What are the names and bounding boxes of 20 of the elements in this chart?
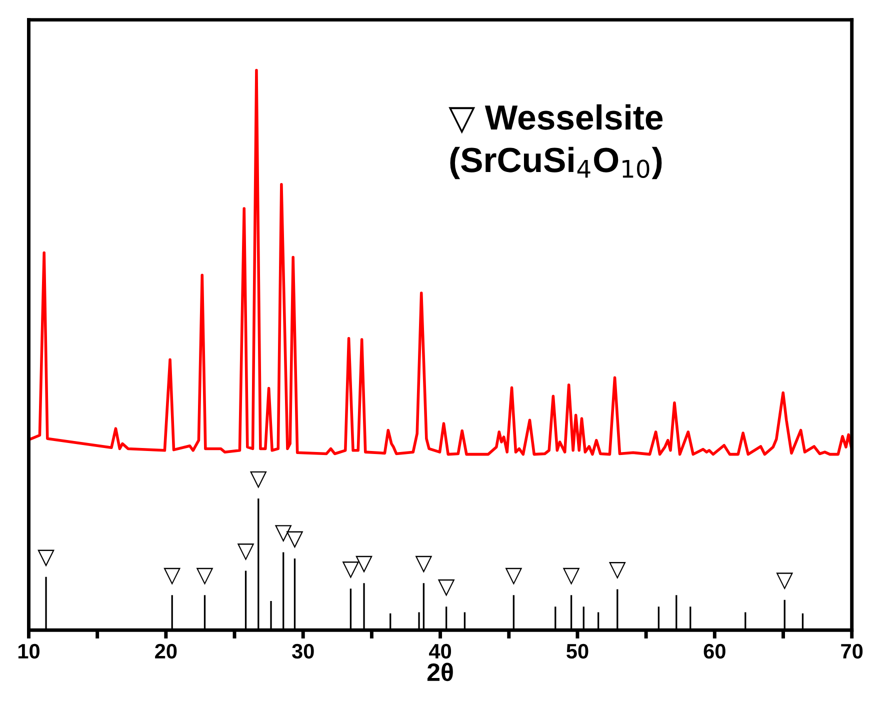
x-tick-label: 50: [566, 644, 588, 659]
annotation: ▽: [196, 568, 214, 585]
x-tick-label: 20: [155, 644, 177, 659]
annotation: ▽: [776, 572, 794, 590]
x-tick-label: 40: [429, 644, 452, 659]
annotation: ▽: [237, 544, 254, 561]
annotation: ▽: [608, 562, 626, 580]
annotation: ▽: [415, 556, 432, 573]
x-tick-label: 70: [841, 644, 863, 659]
x-tick-label: 10: [18, 644, 40, 659]
annotation: ▽: [505, 568, 522, 585]
annotation: ▽: [438, 579, 455, 596]
x-tick-label: 30: [292, 644, 314, 659]
annotation: ▽: [562, 568, 580, 585]
annotation: ▽: [250, 471, 267, 488]
annotation: ▽ Wesselsite (SrCuSi$_{4}$O$_{10}$): [448, 104, 663, 180]
x-axis-title: 2θ: [427, 662, 453, 682]
annotation: ▽: [164, 568, 181, 585]
x-tick-label: 60: [704, 644, 726, 659]
annotation: ▽: [38, 550, 55, 567]
